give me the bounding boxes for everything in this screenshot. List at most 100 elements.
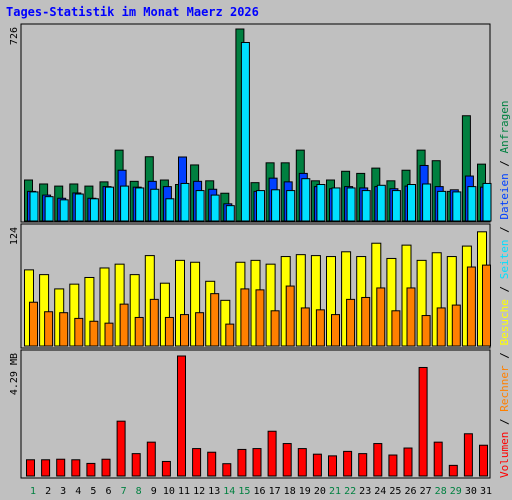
bar-volumen-day-10: [161, 460, 171, 477]
bar-volumen-day-6: [101, 458, 111, 477]
bar-seiten-day-18: [286, 190, 296, 222]
bar-rechner-day-25: [391, 310, 401, 347]
x-tick-day-6: 6: [105, 486, 111, 497]
x-tick-day-3: 3: [60, 486, 66, 497]
right-legend-part-3: /: [498, 346, 511, 366]
bar-volumen-day-3: [56, 458, 66, 477]
bar-volumen-day-13: [207, 451, 217, 477]
right-legend-part-9: /: [498, 153, 511, 173]
x-tick-day-2: 2: [45, 486, 51, 497]
bar-rechner-day-8: [134, 316, 144, 347]
bar-rechner-day-18: [285, 285, 295, 347]
bar-rechner-day-31: [482, 264, 491, 347]
bar-rechner-day-2: [44, 311, 54, 347]
bar-seiten-day-11: [180, 182, 190, 222]
bar-seiten-day-5: [89, 198, 99, 222]
bar-seiten-day-13: [210, 194, 220, 222]
bar-rechner-day-4: [74, 317, 84, 347]
bar-rechner-day-17: [270, 310, 280, 347]
bar-volumen-day-9: [146, 441, 156, 477]
top-y-max-label: 726: [9, 27, 20, 45]
bar-seiten-day-23: [361, 190, 371, 222]
bar-seiten-day-25: [391, 190, 401, 222]
bar-volumen-day-1: [26, 459, 35, 477]
x-tick-day-7: 7: [121, 486, 127, 497]
bar-volumen-day-23: [358, 453, 368, 477]
bar-volumen-day-2: [41, 459, 51, 477]
bar-volumen-day-28: [433, 441, 443, 477]
x-tick-day-19: 19: [299, 486, 311, 497]
bar-seiten-day-22: [346, 187, 356, 222]
bar-volumen-day-31: [479, 444, 488, 477]
bar-volumen-day-11: [177, 355, 186, 477]
bar-rechner-day-13: [210, 293, 220, 347]
bar-seiten-day-2: [44, 196, 54, 222]
bar-volumen-day-7: [116, 420, 126, 477]
bar-seiten-day-16: [256, 190, 265, 222]
bar-rechner-day-27: [421, 315, 431, 347]
bar-seiten-day-26: [407, 184, 416, 222]
bar-seiten-day-4: [74, 193, 84, 222]
x-tick-day-9: 9: [151, 486, 157, 497]
bottom-y-max-label: 4.29 MB: [9, 353, 20, 395]
bar-seiten-day-30: [467, 186, 477, 222]
chart-title: Tages-Statistik im Monat Maerz 2026: [6, 5, 259, 19]
x-tick-day-23: 23: [359, 486, 371, 497]
bar-seiten-day-1: [29, 191, 39, 222]
bar-rechner-day-21: [331, 314, 340, 347]
bar-volumen-day-12: [192, 448, 202, 477]
bar-seiten-day-20: [316, 184, 326, 222]
bar-seiten-day-9: [150, 188, 160, 222]
bar-seiten-day-15: [240, 41, 250, 222]
bar-volumen-day-5: [86, 462, 96, 477]
x-tick-day-16: 16: [253, 486, 265, 497]
x-tick-day-25: 25: [389, 486, 401, 497]
bar-rechner-day-7: [119, 303, 129, 347]
x-tick-day-21: 21: [329, 486, 341, 497]
x-tick-day-1: 1: [30, 486, 36, 497]
bar-volumen-day-27: [418, 366, 428, 477]
right-legend-part-5: /: [498, 279, 511, 299]
x-tick-day-26: 26: [404, 486, 416, 497]
right-legend-part-8: Dateien: [498, 173, 511, 219]
bar-rechner-day-26: [406, 287, 416, 347]
middle-y-max-label: 124: [9, 227, 20, 245]
bar-seiten-day-31: [482, 182, 492, 222]
bar-rechner-day-22: [346, 298, 356, 347]
x-tick-day-20: 20: [314, 486, 326, 497]
x-tick-day-30: 30: [465, 486, 477, 497]
x-axis-day-labels: 1 2 3 4 5 6 7 8 9 10 11 12 13 14 15 16 17 18 19 20 21 22 23 24 2…: [30, 486, 492, 497]
right-legend-part-6: Seiten: [498, 240, 511, 280]
x-tick-day-17: 17: [269, 486, 281, 497]
bar-volumen-day-30: [463, 433, 473, 477]
bar-volumen-day-29: [448, 464, 458, 477]
bottom-panel-bars: [26, 355, 488, 477]
x-tick-day-29: 29: [450, 486, 462, 497]
right-legend-part-7: /: [498, 220, 511, 240]
bar-seiten-day-29: [452, 191, 462, 222]
bar-seiten-day-3: [59, 199, 69, 222]
bar-rechner-day-29: [451, 304, 461, 347]
bar-rechner-day-23: [361, 296, 371, 347]
bar-volumen-day-21: [328, 455, 337, 477]
bar-rechner-day-30: [466, 266, 476, 347]
right-legend: Volumen / Rechner / Besuche / Seiten / D…: [498, 100, 511, 478]
bar-seiten-day-19: [301, 178, 311, 222]
bar-seiten-day-6: [105, 186, 114, 222]
x-tick-day-28: 28: [435, 486, 447, 497]
bar-rechner-day-16: [255, 289, 265, 347]
bar-rechner-day-24: [376, 287, 386, 347]
bar-volumen-day-26: [403, 447, 413, 477]
right-legend-part-1: /: [498, 412, 511, 432]
bar-seiten-day-21: [331, 187, 341, 222]
x-tick-day-13: 13: [208, 486, 220, 497]
bar-volumen-day-24: [373, 443, 383, 477]
bar-volumen-day-8: [131, 453, 141, 477]
right-legend-part-0: Volumen: [498, 432, 511, 478]
bar-rechner-day-20: [315, 309, 325, 347]
bar-volumen-day-15: [237, 448, 247, 477]
x-tick-day-15: 15: [238, 486, 250, 497]
bar-volumen-day-17: [267, 430, 277, 477]
bar-rechner-day-3: [59, 312, 69, 347]
